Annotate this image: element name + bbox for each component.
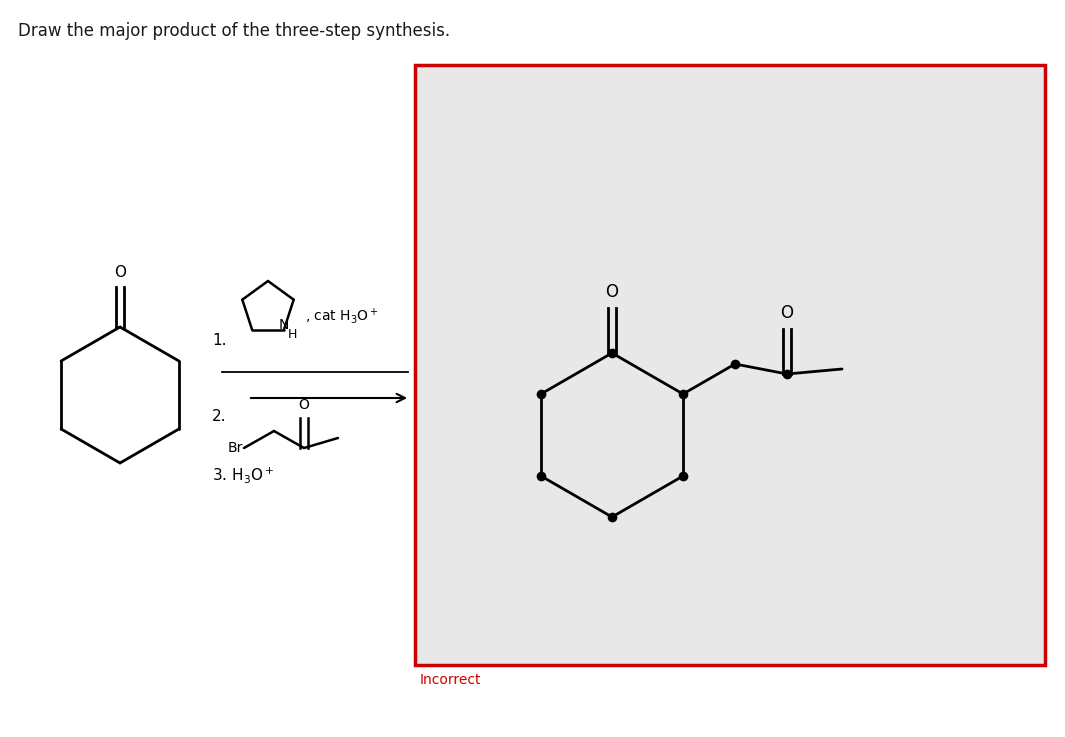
Text: O: O	[298, 398, 310, 412]
Text: Br: Br	[228, 441, 243, 455]
Text: , cat H$_3$O$^+$: , cat H$_3$O$^+$	[305, 306, 379, 326]
Text: 2.: 2.	[212, 408, 227, 424]
Text: Incorrect: Incorrect	[420, 673, 481, 687]
Text: O: O	[114, 265, 126, 280]
Text: 3. H$_3$O$^+$: 3. H$_3$O$^+$	[212, 465, 275, 485]
Text: N: N	[279, 318, 289, 332]
Bar	[415, 65, 1045, 665]
Text: H: H	[289, 328, 297, 340]
Text: O: O	[781, 304, 793, 322]
Text: 1.: 1.	[212, 332, 227, 348]
Text: Draw the major product of the three-step synthesis.: Draw the major product of the three-step…	[18, 22, 450, 40]
Text: O: O	[606, 283, 619, 301]
